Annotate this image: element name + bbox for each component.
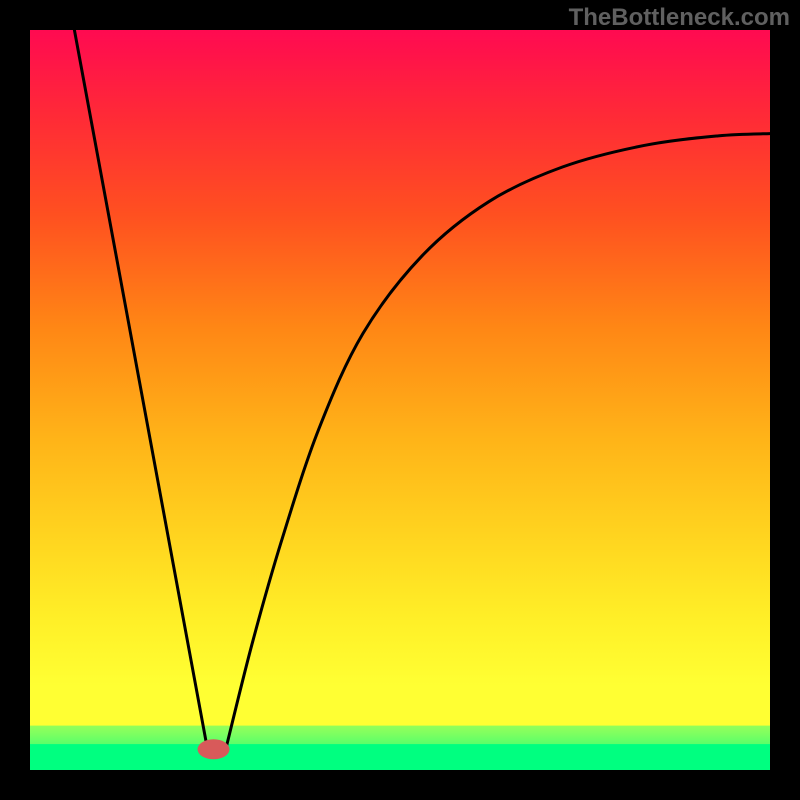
plot-area bbox=[30, 30, 770, 770]
green-band bbox=[30, 744, 770, 770]
optimal-marker bbox=[198, 739, 230, 759]
yellow-band bbox=[30, 685, 770, 726]
figure-frame: TheBottleneck.com bbox=[0, 0, 800, 800]
chart-svg bbox=[0, 0, 800, 800]
gradient-background bbox=[30, 30, 770, 770]
attribution-text: TheBottleneck.com bbox=[569, 4, 790, 32]
